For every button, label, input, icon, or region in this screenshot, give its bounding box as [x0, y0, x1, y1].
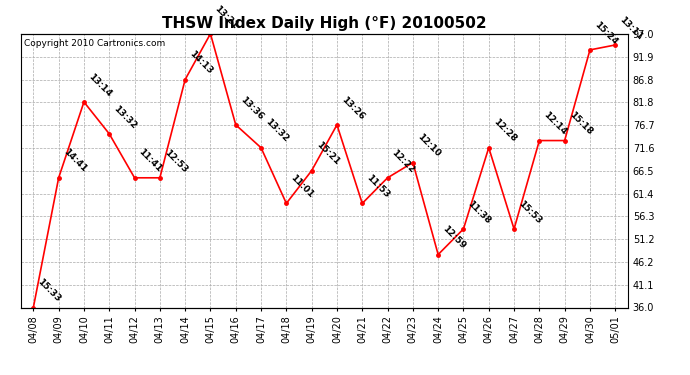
- Text: 11:38: 11:38: [466, 199, 493, 225]
- Text: 15:53: 15:53: [517, 199, 543, 225]
- Text: 13:32: 13:32: [264, 117, 290, 144]
- Text: 12:59: 12:59: [441, 224, 467, 251]
- Text: 11:01: 11:01: [289, 173, 315, 200]
- Text: 15:33: 15:33: [36, 277, 63, 304]
- Text: 11:53: 11:53: [365, 173, 391, 200]
- Text: 12:10: 12:10: [415, 132, 442, 159]
- Title: THSW Index Daily High (°F) 20100502: THSW Index Daily High (°F) 20100502: [162, 16, 486, 31]
- Text: 12:28: 12:28: [491, 117, 518, 144]
- Text: 15:18: 15:18: [567, 110, 594, 137]
- Text: 15:24: 15:24: [593, 20, 619, 46]
- Text: 12:14: 12:14: [542, 110, 569, 137]
- Text: 15:21: 15:21: [314, 140, 341, 167]
- Text: 13:36: 13:36: [238, 94, 265, 121]
- Text: Copyright 2010 Cartronics.com: Copyright 2010 Cartronics.com: [23, 39, 165, 48]
- Text: 13:32: 13:32: [112, 104, 139, 130]
- Text: 13:26: 13:26: [339, 94, 366, 121]
- Text: 13:14: 13:14: [86, 72, 113, 98]
- Text: 13:11: 13:11: [618, 15, 644, 41]
- Text: 13:21: 13:21: [213, 3, 239, 30]
- Text: 11:41: 11:41: [137, 147, 164, 174]
- Text: 14:13: 14:13: [188, 49, 215, 76]
- Text: 12:22: 12:22: [390, 148, 417, 174]
- Text: 14:41: 14:41: [61, 147, 88, 174]
- Text: 12:53: 12:53: [162, 148, 189, 174]
